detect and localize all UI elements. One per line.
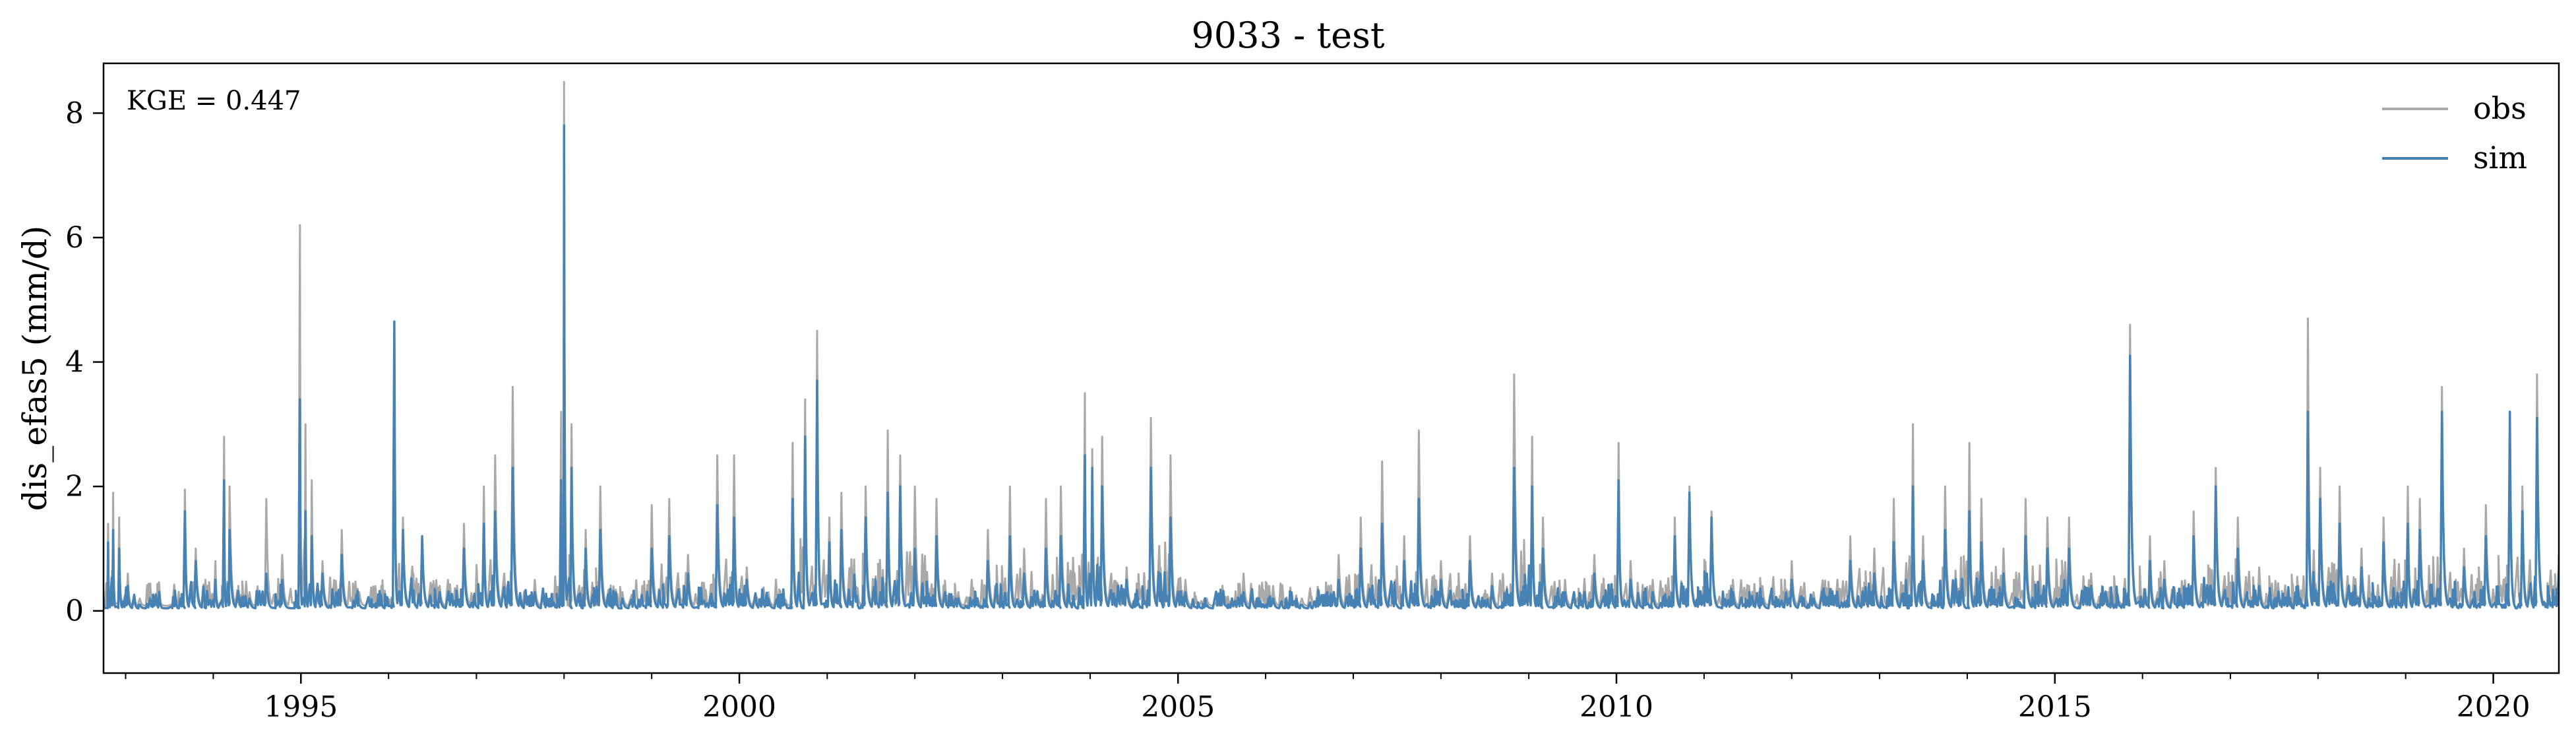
- y-axis: 0 2 4 6 8: [65, 96, 104, 628]
- series-layer: [104, 81, 2559, 610]
- x-tick-label: 2020: [2457, 690, 2530, 724]
- series-line-sim: [104, 124, 2559, 610]
- x-tick-label: 2000: [702, 690, 776, 724]
- y-tick-label: 8: [65, 96, 84, 130]
- x-axis: 1995 2000 2005 2010 2015 2020: [125, 673, 2530, 724]
- legend: obs sim: [2382, 90, 2527, 176]
- legend-sim-label: sim: [2473, 140, 2527, 176]
- x-tick-label: 2005: [1141, 690, 1215, 724]
- y-axis-label: dis_efas5 (mm/d): [16, 226, 54, 511]
- x-tick-label: 2010: [1579, 690, 1653, 724]
- y-tick-label: 2: [65, 470, 84, 503]
- x-tick-label: 2015: [2018, 690, 2092, 724]
- kge-annotation: KGE = 0.447: [127, 86, 301, 116]
- legend-obs-label: obs: [2473, 90, 2527, 126]
- x-tick-label: 1995: [264, 690, 338, 724]
- y-tick-label: 4: [65, 346, 84, 379]
- plot-frame: [102, 62, 2560, 674]
- y-tick-label: 6: [65, 221, 84, 255]
- chart-title: 9033 - test: [1191, 15, 1384, 56]
- y-tick-label: 0: [65, 595, 84, 628]
